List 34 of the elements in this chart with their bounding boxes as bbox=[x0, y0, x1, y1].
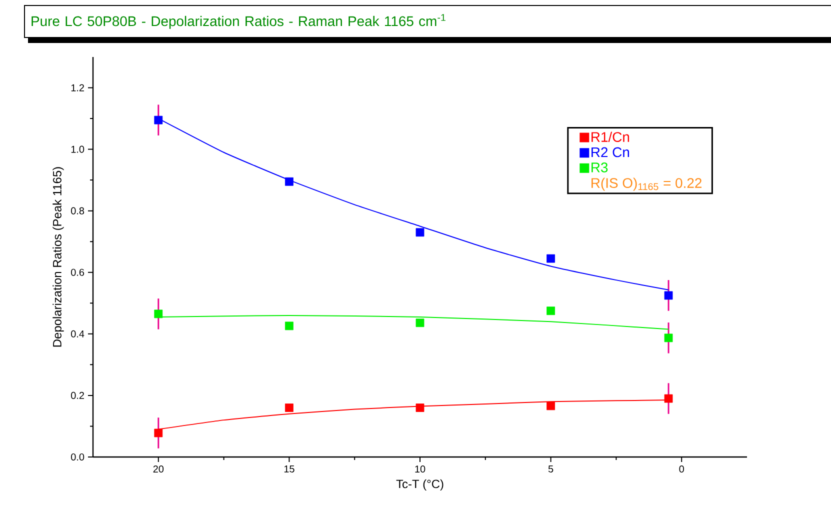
point bbox=[285, 404, 294, 412]
legend-label: R3 bbox=[592, 162, 608, 172]
point bbox=[546, 254, 555, 263]
legend-label: R1/Cn bbox=[592, 132, 630, 142]
point bbox=[154, 428, 163, 438]
y-tick-label: 0.2 bbox=[71, 392, 84, 399]
point bbox=[664, 334, 673, 342]
point bbox=[664, 291, 673, 300]
point bbox=[285, 177, 294, 186]
y-tick-label: 0.0 bbox=[71, 453, 84, 461]
point bbox=[285, 322, 294, 330]
y-tick-label: 0.6 bbox=[71, 268, 84, 276]
x-tick-label: 20 bbox=[153, 466, 164, 473]
point bbox=[416, 228, 424, 237]
point bbox=[416, 318, 424, 328]
annotation: R(IS O)$_{1165}$ = 0.22 bbox=[592, 178, 702, 191]
point bbox=[154, 116, 163, 124]
x-tick-label: 10 bbox=[415, 466, 426, 473]
point bbox=[546, 306, 555, 316]
point bbox=[546, 402, 555, 410]
y-tick-label: 0.4 bbox=[71, 330, 84, 338]
point bbox=[664, 394, 673, 403]
x-tick-label: 15 bbox=[284, 466, 294, 472]
x-tick-label: 0 bbox=[679, 466, 684, 473]
y-tick-label: 0.8 bbox=[71, 207, 84, 214]
legend-label: R2 Cn bbox=[592, 147, 630, 158]
point bbox=[416, 404, 424, 412]
y-axis-title: Depolarization Ratios (Peak 1165) bbox=[52, 167, 64, 347]
chart-title: Pure LC 50P80B - Depolarization Ratios - Raman Peak 1165 cm$^{-1}$ bbox=[32, 14, 446, 29]
point bbox=[154, 310, 163, 318]
y-tick-label: 1.0 bbox=[71, 146, 84, 153]
x-axis-title: Tc-T (°C) bbox=[396, 479, 444, 491]
x-tick-label: 5 bbox=[548, 466, 554, 472]
y-tick-label: 1.2 bbox=[71, 84, 84, 92]
